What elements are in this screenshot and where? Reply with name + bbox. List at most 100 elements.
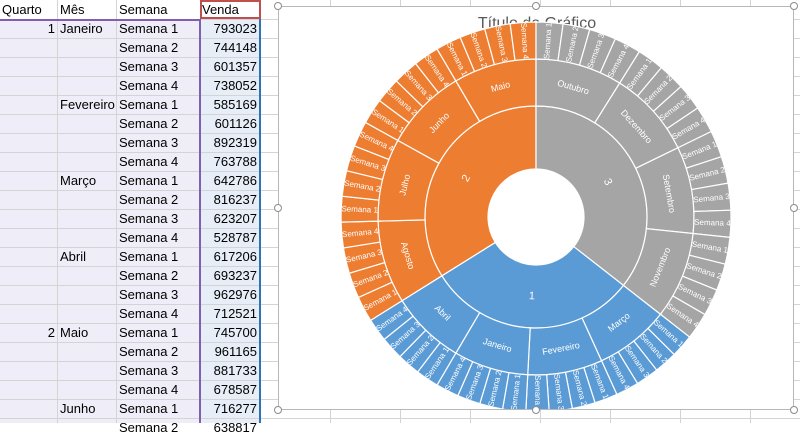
cell-quarto[interactable]	[0, 247, 55, 266]
cell-quarto[interactable]	[0, 76, 55, 95]
cell-semana[interactable]: Semana 3	[119, 211, 179, 226]
cell-venda[interactable]: 712521	[213, 306, 257, 321]
cell-mes[interactable]	[60, 304, 116, 323]
cell-quarto[interactable]	[0, 418, 55, 437]
cell-semana[interactable]: Semana 2	[119, 40, 179, 55]
cell-semana[interactable]: Semana 4	[119, 154, 179, 169]
cell-semana[interactable]: Semana 2	[119, 116, 179, 131]
cell-semana[interactable]: Semana 3	[119, 287, 179, 302]
cell-venda[interactable]: 642786	[213, 173, 257, 188]
cell-quarto[interactable]	[0, 399, 55, 418]
cell-quarto[interactable]	[0, 114, 55, 133]
cell-mes[interactable]	[60, 114, 116, 133]
cell-mes[interactable]: Maio	[60, 325, 89, 340]
cell-semana[interactable]: Semana 4	[119, 78, 179, 93]
cell-semana[interactable]: Semana 2	[119, 420, 179, 435]
resize-handle-br[interactable]	[790, 406, 798, 414]
cell-venda[interactable]: 961165	[214, 344, 257, 359]
cell-semana[interactable]: Semana 4	[119, 306, 179, 321]
resize-handle-mr[interactable]	[790, 204, 798, 212]
header-mes[interactable]: Mês	[60, 2, 85, 17]
cell-quarto[interactable]	[0, 95, 55, 114]
resize-handle-tc[interactable]	[532, 2, 540, 10]
cell-mes[interactable]: Junho	[60, 401, 96, 416]
cell-quarto[interactable]	[0, 171, 55, 190]
cell-mes[interactable]	[60, 190, 116, 209]
cell-venda[interactable]: 678587	[213, 382, 257, 397]
cell-semana[interactable]: Semana 1	[119, 21, 179, 36]
cell-quarto[interactable]	[0, 57, 55, 76]
cell-venda[interactable]: 763788	[213, 154, 257, 169]
cell-quarto[interactable]: 1	[47, 21, 55, 36]
header-semana[interactable]: Semana	[119, 2, 168, 17]
cell-quarto[interactable]	[0, 380, 55, 399]
resize-handle-tl[interactable]	[274, 2, 282, 10]
cell-venda[interactable]: 744148	[213, 40, 257, 55]
cell-venda[interactable]: 528787	[213, 230, 257, 245]
cell-quarto[interactable]	[0, 266, 55, 285]
cell-quarto[interactable]	[0, 361, 55, 380]
cell-venda[interactable]: 617206	[213, 249, 257, 264]
cell-venda[interactable]: 623207	[213, 211, 257, 226]
cell-quarto[interactable]	[0, 133, 55, 152]
cell-mes[interactable]: Fevereiro	[60, 97, 115, 112]
cell-mes[interactable]	[60, 342, 116, 361]
cell-venda[interactable]: 601126	[214, 116, 257, 131]
cell-mes[interactable]	[60, 152, 116, 171]
cell-venda[interactable]: 693237	[213, 268, 257, 283]
cell-quarto[interactable]	[0, 152, 55, 171]
cell-semana[interactable]: Semana 3	[119, 363, 179, 378]
week-segment[interactable]	[659, 295, 706, 338]
cell-semana[interactable]: Semana 1	[119, 97, 179, 112]
cell-mes[interactable]: Abril	[60, 249, 87, 264]
cell-quarto[interactable]	[0, 342, 55, 361]
cell-venda[interactable]: 892319	[213, 135, 257, 150]
header-venda[interactable]: Venda	[202, 2, 239, 17]
cell-quarto[interactable]	[0, 209, 55, 228]
cell-quarto[interactable]	[0, 228, 55, 247]
resize-handle-tr[interactable]	[790, 2, 798, 10]
cell-venda[interactable]: 793023	[213, 21, 257, 36]
cell-quarto[interactable]	[0, 285, 55, 304]
cell-semana[interactable]: Semana 2	[119, 192, 179, 207]
cell-venda[interactable]: 585169	[213, 97, 257, 112]
cell-semana[interactable]: Semana 3	[119, 59, 179, 74]
cell-semana[interactable]: Semana 3	[119, 135, 179, 150]
cell-venda[interactable]: 745700	[213, 325, 257, 340]
cell-quarto[interactable]	[0, 38, 55, 57]
cell-mes[interactable]	[60, 361, 116, 380]
cell-venda[interactable]: 881733	[213, 363, 257, 378]
cell-mes[interactable]	[60, 285, 116, 304]
resize-handle-bl[interactable]	[274, 406, 282, 414]
cell-venda[interactable]: 816237	[213, 192, 257, 207]
cell-semana[interactable]: Semana 1	[119, 325, 179, 340]
resize-handle-ml[interactable]	[274, 204, 282, 212]
cell-quarto[interactable]	[0, 190, 55, 209]
cell-venda[interactable]: 962976	[213, 287, 257, 302]
header-quarto[interactable]: Quarto	[2, 2, 42, 17]
resize-handle-bc[interactable]	[532, 406, 540, 414]
cell-semana[interactable]: Semana 2	[119, 344, 179, 359]
cell-mes[interactable]	[60, 228, 116, 247]
cell-semana[interactable]: Semana 4	[119, 382, 179, 397]
cell-mes[interactable]	[60, 209, 116, 228]
cell-mes[interactable]	[60, 133, 116, 152]
cell-venda[interactable]: 738052	[213, 78, 257, 93]
cell-venda[interactable]: 601357	[213, 59, 257, 74]
cell-mes[interactable]	[60, 38, 116, 57]
cell-mes[interactable]	[60, 57, 116, 76]
cell-quarto[interactable]	[0, 304, 55, 323]
cell-semana[interactable]: Semana 1	[119, 249, 179, 264]
cell-quarto[interactable]: 2	[47, 325, 55, 340]
cell-semana[interactable]: Semana 1	[119, 173, 179, 188]
cell-mes[interactable]	[60, 418, 116, 437]
cell-mes[interactable]: Março	[60, 173, 97, 188]
cell-mes[interactable]	[60, 266, 116, 285]
cell-mes[interactable]: Janeiro	[60, 21, 103, 36]
cell-venda[interactable]: 638817	[213, 420, 257, 435]
cell-semana[interactable]: Semana 4	[119, 230, 179, 245]
cell-mes[interactable]	[60, 380, 116, 399]
